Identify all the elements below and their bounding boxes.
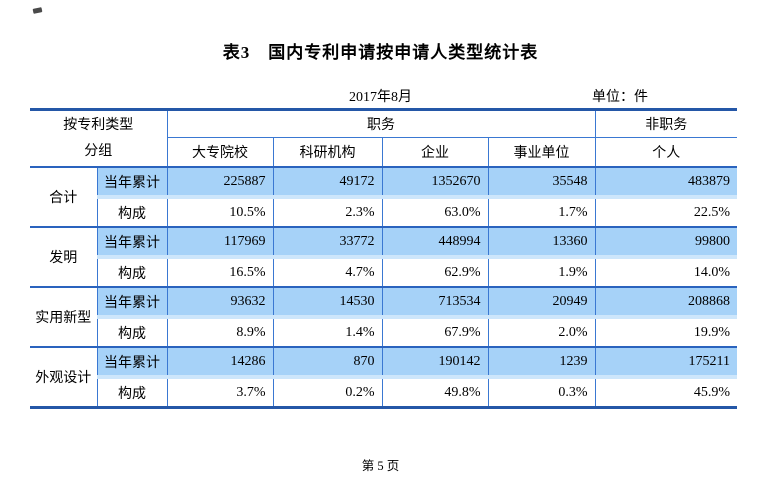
value-cell: 2.3% xyxy=(272,197,382,227)
value-cell: 1.4% xyxy=(272,317,382,347)
table-row: 构成 3.7% 0.2% 49.8% 0.3% 45.9% xyxy=(30,377,737,408)
row-type-cell: 当年累计 xyxy=(96,287,167,319)
value-cell: 45.9% xyxy=(594,377,737,408)
group-design: 外观设计 当年累计 14286 870 190142 1239 175211 构… xyxy=(30,347,737,408)
row-type-cell: 构成 xyxy=(96,377,167,408)
page-title: 表3 国内专利申请按申请人类型统计表 xyxy=(222,43,539,62)
category-cell: 合计 xyxy=(30,167,97,227)
value-cell: 225887 xyxy=(166,167,273,199)
header-col-individuals: 个人 xyxy=(594,137,737,167)
value-cell: 190142 xyxy=(381,347,488,379)
value-cell: 14286 xyxy=(166,347,273,379)
table-row: 构成 16.5% 4.7% 62.9% 1.9% 14.0% xyxy=(30,257,737,287)
row-type-cell: 当年累计 xyxy=(96,227,167,259)
meta-line: 2017年8月 单位：件 xyxy=(0,86,761,106)
header-row-2: 大专院校 科研机构 企业 事业单位 个人 xyxy=(30,137,737,167)
category-cell: 实用新型 xyxy=(30,287,97,347)
value-cell: 8.9% xyxy=(166,317,273,347)
value-cell: 49.8% xyxy=(381,377,488,408)
table-row: 实用新型 当年累计 93632 14530 713534 20949 20886… xyxy=(30,287,737,347)
header-row-1: 按专利类型 分组 职务 非职务 xyxy=(30,109,737,159)
header-group-cell: 按专利类型 分组 xyxy=(30,110,167,168)
group-invention: 发明 当年累计 117969 33772 448994 13360 99800 … xyxy=(30,227,737,287)
unit-label: 单位：件 xyxy=(592,90,648,105)
value-cell: 10.5% xyxy=(166,197,273,227)
row-type-cell: 构成 xyxy=(96,257,167,287)
scan-artifact xyxy=(32,7,43,14)
row-type-cell: 构成 xyxy=(96,197,167,227)
value-cell: 16.5% xyxy=(166,257,273,287)
value-cell: 0.2% xyxy=(272,377,382,408)
table-row: 合计 当年累计 225887 49172 1352670 35548 48387… xyxy=(30,167,737,227)
value-cell: 33772 xyxy=(272,227,382,259)
header-group-line2: 分组 xyxy=(84,143,113,159)
value-cell: 713534 xyxy=(381,287,488,319)
value-cell: 49172 xyxy=(272,167,382,199)
value-cell: 1352670 xyxy=(381,167,488,199)
value-cell: 3.7% xyxy=(166,377,273,408)
category-cell: 发明 xyxy=(30,227,97,287)
row-type-cell: 当年累计 xyxy=(96,347,167,379)
category-cell: 外观设计 xyxy=(30,347,97,408)
header-col-universities: 大专院校 xyxy=(166,137,273,167)
group-total: 合计 当年累计 225887 49172 1352670 35548 48387… xyxy=(30,167,737,227)
value-cell: 2.0% xyxy=(487,317,595,347)
value-cell: 1.7% xyxy=(487,197,595,227)
table-row: 外观设计 当年累计 14286 870 190142 1239 175211 xyxy=(30,347,737,408)
value-cell: 99800 xyxy=(594,227,737,259)
value-cell: 870 xyxy=(272,347,382,379)
table-row: 构成 8.9% 1.4% 67.9% 2.0% 19.9% xyxy=(30,317,737,347)
value-cell: 13360 xyxy=(487,227,595,259)
value-cell: 117969 xyxy=(166,227,273,259)
row-type-cell: 构成 xyxy=(96,317,167,347)
period-label: 2017年8月 xyxy=(349,90,412,105)
value-cell: 0.3% xyxy=(487,377,595,408)
value-cell: 208868 xyxy=(594,287,737,319)
value-cell: 63.0% xyxy=(381,197,488,227)
group-utility-model: 实用新型 当年累计 93632 14530 713534 20949 20886… xyxy=(30,287,737,347)
value-cell: 1239 xyxy=(487,347,595,379)
header-non-duty: 非职务 xyxy=(594,109,737,138)
table-header: 按专利类型 分组 职务 非职务 大专院校 科研机构 企业 事业单位 个人 xyxy=(30,109,737,167)
table-row: 构成 10.5% 2.3% 63.0% 1.7% 22.5% xyxy=(30,197,737,227)
value-cell: 448994 xyxy=(381,227,488,259)
row-type-cell: 当年累计 xyxy=(96,167,167,199)
header-duty: 职务 xyxy=(166,109,595,138)
value-cell: 1.9% xyxy=(487,257,595,287)
header-col-enterprises: 企业 xyxy=(381,137,488,167)
statistics-table: 按专利类型 分组 职务 非职务 大专院校 科研机构 企业 事业单位 个人 合计 … xyxy=(30,108,737,409)
value-cell: 22.5% xyxy=(594,197,737,227)
value-cell: 14530 xyxy=(272,287,382,319)
value-cell: 20949 xyxy=(487,287,595,319)
value-cell: 4.7% xyxy=(272,257,382,287)
value-cell: 175211 xyxy=(594,347,737,379)
table-row: 发明 当年累计 117969 33772 448994 13360 99800 xyxy=(30,227,737,287)
value-cell: 483879 xyxy=(594,167,737,199)
page-number: 第 5 页 xyxy=(361,459,400,473)
header-group-line1: 按专利类型 xyxy=(63,117,134,133)
value-cell: 19.9% xyxy=(594,317,737,347)
header-col-public-institutions: 事业单位 xyxy=(487,137,595,167)
value-cell: 35548 xyxy=(487,167,595,199)
value-cell: 93632 xyxy=(166,287,273,319)
value-cell: 62.9% xyxy=(381,257,488,287)
value-cell: 14.0% xyxy=(594,257,737,287)
header-col-research-institutes: 科研机构 xyxy=(272,137,382,167)
value-cell: 67.9% xyxy=(381,317,488,347)
